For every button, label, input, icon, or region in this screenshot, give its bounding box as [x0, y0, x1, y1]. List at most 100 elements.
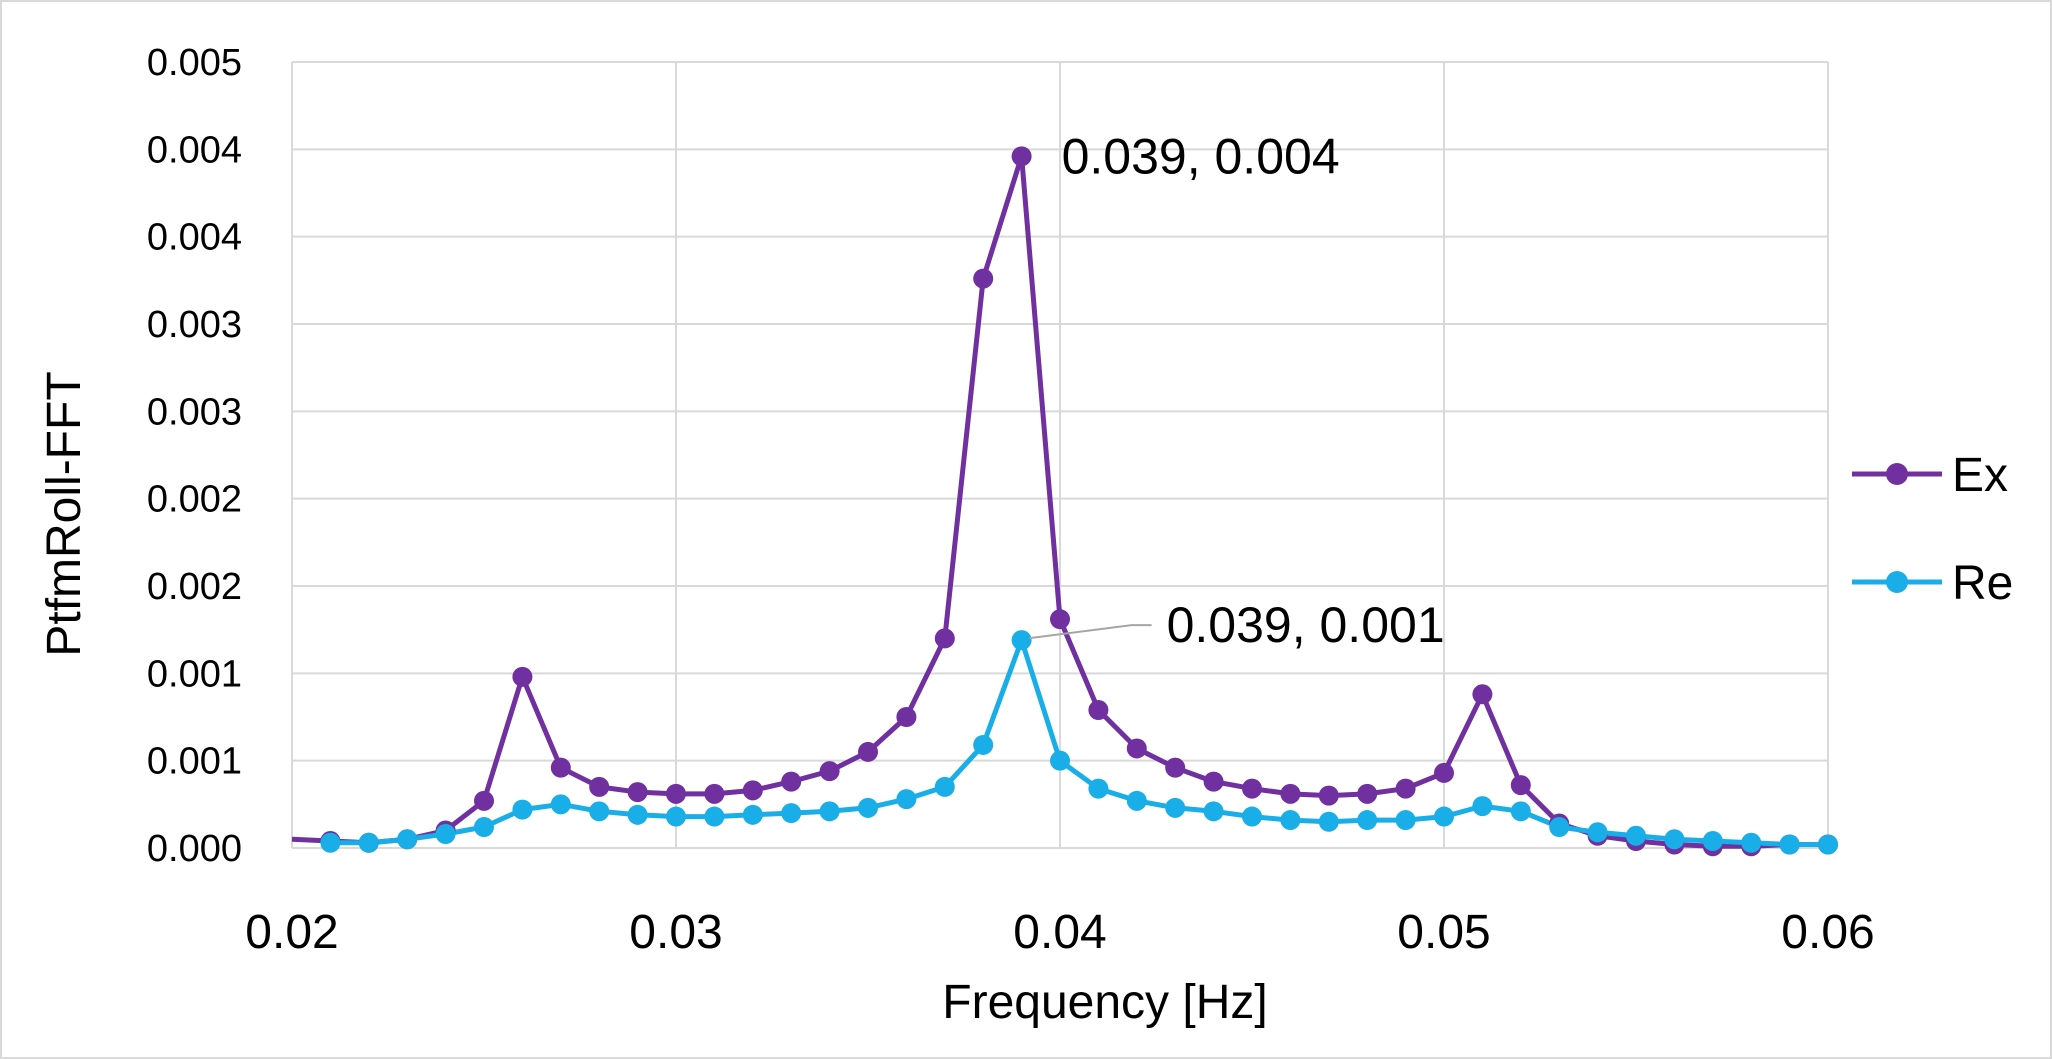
- data-point-re: [1702, 831, 1723, 852]
- data-point-re: [1242, 806, 1262, 827]
- x-tick-label: 0.06: [1781, 906, 1874, 959]
- data-point-re: [358, 832, 379, 853]
- data-point-ex: [781, 771, 802, 792]
- data-point-re: [1587, 822, 1608, 843]
- legend-swatch-marker: [1886, 463, 1908, 485]
- data-point-re: [1741, 832, 1762, 853]
- data-point-ex: [858, 741, 878, 762]
- data-point-re: [320, 832, 341, 853]
- data-point-re: [1280, 810, 1301, 831]
- y-tick-label: 0.003: [147, 304, 242, 346]
- data-point-re: [781, 803, 802, 824]
- data-point-re: [397, 829, 418, 850]
- data-point-ex: [1510, 775, 1531, 796]
- data-point-re: [1203, 801, 1224, 822]
- x-tick-label: 0.02: [245, 906, 338, 959]
- data-point-re: [704, 806, 725, 827]
- data-point-re: [1549, 817, 1570, 838]
- data-point-ex: [1395, 778, 1416, 799]
- data-label-ex-peak: 0.039, 0.004: [1062, 128, 1340, 184]
- y-tick-label: 0.001: [147, 653, 242, 695]
- data-point-ex: [1088, 700, 1109, 721]
- x-tick-label: 0.04: [1013, 906, 1106, 959]
- data-point-ex: [1126, 738, 1147, 759]
- data-point-re: [1011, 630, 1032, 651]
- data-point-ex: [742, 780, 763, 801]
- y-tick-label: 0.000: [147, 828, 242, 870]
- data-point-re: [1395, 810, 1416, 831]
- data-point-re: [1088, 778, 1109, 799]
- data-point-ex: [1050, 609, 1070, 630]
- data-point-ex: [1242, 778, 1262, 799]
- data-point-re: [1510, 801, 1531, 822]
- data-point-re: [1050, 750, 1070, 771]
- data-point-ex: [1318, 785, 1339, 806]
- data-point-ex: [512, 666, 533, 687]
- data-point-ex: [474, 790, 494, 811]
- legend-label: Ex: [1952, 449, 2008, 502]
- data-point-re: [1318, 811, 1339, 832]
- data-point-re: [1357, 810, 1378, 831]
- data-point-re: [1165, 797, 1186, 818]
- legend-label: Re: [1952, 557, 2013, 610]
- data-point-re: [435, 824, 456, 845]
- data-point-re: [819, 801, 840, 822]
- data-point-re: [1434, 806, 1454, 827]
- data-point-re: [973, 734, 994, 755]
- data-point-ex: [1472, 684, 1493, 705]
- data-point-ex: [819, 761, 840, 782]
- x-tick-label: 0.03: [629, 906, 722, 959]
- y-tick-label: 0.003: [147, 391, 242, 433]
- data-point-ex: [896, 707, 917, 727]
- data-point-re: [1664, 829, 1685, 850]
- data-point-ex: [704, 783, 725, 804]
- x-axis-title: Frequency [Hz]: [942, 976, 1267, 1029]
- series-layer: [291, 146, 1838, 857]
- legend-swatch-marker: [1886, 571, 1908, 593]
- data-point-re: [666, 806, 686, 827]
- data-point-re: [934, 776, 955, 797]
- data-point-ex: [1434, 762, 1454, 783]
- x-tick-label: 0.05: [1397, 906, 1490, 959]
- y-axis-title: PtfmRoll-FFT: [38, 371, 91, 656]
- legend: Ex Re: [1852, 449, 2013, 610]
- data-point-ex: [627, 782, 648, 803]
- data-point-re: [550, 794, 571, 815]
- data-point-re: [1472, 796, 1493, 817]
- data-label-re-peak: 0.039, 0.001: [1167, 597, 1445, 653]
- data-point-re: [742, 804, 763, 825]
- data-point-re: [512, 799, 533, 820]
- data-point-re: [589, 801, 610, 822]
- data-point-re: [627, 804, 648, 825]
- y-tick-label: 0.004: [147, 217, 242, 259]
- data-point-ex: [973, 268, 994, 289]
- y-tick-label: 0.004: [147, 129, 242, 171]
- series-line-re: [330, 637, 1828, 847]
- data-point-ex: [589, 776, 610, 797]
- y-tick-labels: 0.000 0.001 0.001 0.002 0.002 0.003 0.003 0.004…: [147, 42, 242, 870]
- legend-item-re: Re: [1852, 557, 2013, 610]
- data-point-re: [1626, 825, 1646, 846]
- legend-item-ex: Ex: [1852, 449, 2008, 502]
- leader-line: [1029, 624, 1152, 640]
- x-tick-labels: 0.02 0.03 0.04 0.05 0.06: [245, 906, 1874, 959]
- gridlines: [291, 61, 1829, 849]
- data-point-ex: [1280, 783, 1301, 804]
- data-point-ex: [1357, 783, 1378, 804]
- y-tick-label: 0.002: [147, 479, 242, 521]
- data-point-re: [1779, 834, 1800, 855]
- data-point-ex: [1011, 146, 1032, 167]
- y-tick-label: 0.005: [147, 42, 242, 84]
- data-point-re: [1126, 790, 1147, 811]
- data-point-re: [1818, 834, 1838, 855]
- data-point-re: [896, 789, 917, 810]
- data-point-ex: [666, 783, 686, 804]
- y-tick-label: 0.001: [147, 741, 242, 783]
- data-point-ex: [934, 628, 955, 649]
- data-point-ex: [550, 757, 571, 778]
- data-point-ex: [1203, 771, 1224, 792]
- annotations: 0.039, 0.004 0.039, 0.001: [1029, 128, 1445, 653]
- data-point-re: [858, 797, 878, 818]
- data-point-re: [474, 817, 494, 838]
